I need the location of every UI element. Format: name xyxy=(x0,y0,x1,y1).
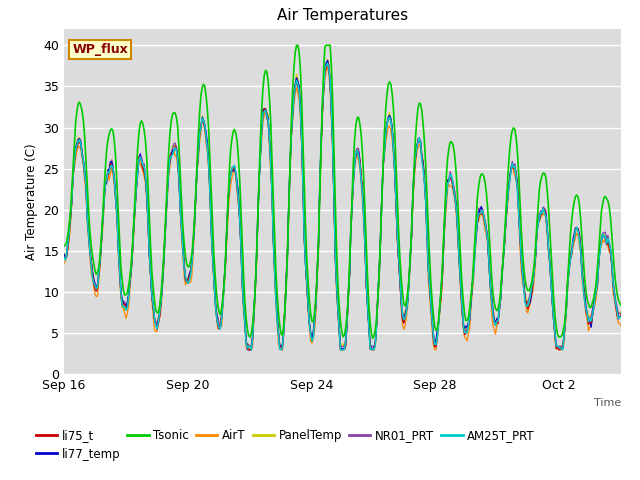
Title: Air Temperatures: Air Temperatures xyxy=(277,9,408,24)
Legend: li75_t, li77_temp, Tsonic, AirT, PanelTemp, NR01_PRT, AM25T_PRT: li75_t, li77_temp, Tsonic, AirT, PanelTe… xyxy=(31,424,540,465)
Text: WP_flux: WP_flux xyxy=(72,43,128,56)
X-axis label: Time: Time xyxy=(593,398,621,408)
Y-axis label: Air Temperature (C): Air Temperature (C) xyxy=(25,144,38,260)
